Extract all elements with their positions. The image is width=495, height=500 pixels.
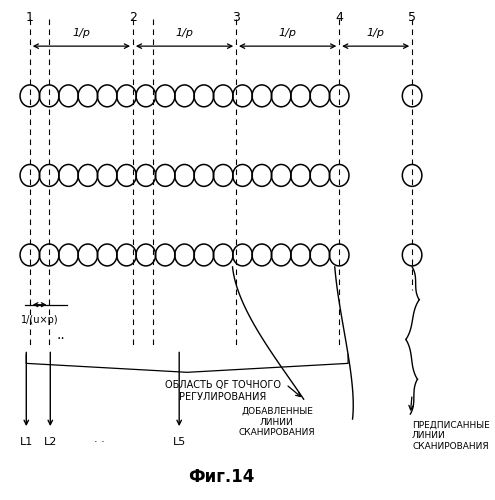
Text: 1/p: 1/p	[176, 28, 194, 38]
Text: 5: 5	[408, 12, 416, 24]
Text: ..: ..	[56, 328, 65, 342]
Text: ПРЕДПИСАННЫЕ
ЛИНИИ
СКАНИРОВАНИЯ: ПРЕДПИСАННЫЕ ЛИНИИ СКАНИРОВАНИЯ	[412, 421, 490, 451]
Text: 1/p: 1/p	[72, 28, 91, 38]
Text: L2: L2	[44, 437, 57, 447]
Text: L5: L5	[173, 437, 186, 447]
Text: 3: 3	[232, 12, 240, 24]
Text: 1: 1	[26, 12, 34, 24]
Text: 4: 4	[335, 12, 343, 24]
Text: 1/p: 1/p	[367, 28, 385, 38]
Text: · ·: · ·	[94, 437, 104, 447]
Text: 1/p: 1/p	[279, 28, 297, 38]
Text: L1: L1	[20, 437, 33, 447]
Text: Фиг.14: Фиг.14	[188, 468, 254, 485]
Text: 1/(u×p): 1/(u×p)	[21, 314, 58, 324]
Text: ДОБАВЛЕННЫЕ
ЛИНИИ
СКАНИРОВАНИЯ: ДОБАВЛЕННЫЕ ЛИНИИ СКАНИРОВАНИЯ	[239, 407, 315, 437]
Text: 2: 2	[129, 12, 137, 24]
Text: ОБЛАСТЬ QF ТОЧНОГО
РЕГУЛИРОВАНИЯ: ОБЛАСТЬ QF ТОЧНОГО РЕГУЛИРОВАНИЯ	[165, 380, 281, 402]
